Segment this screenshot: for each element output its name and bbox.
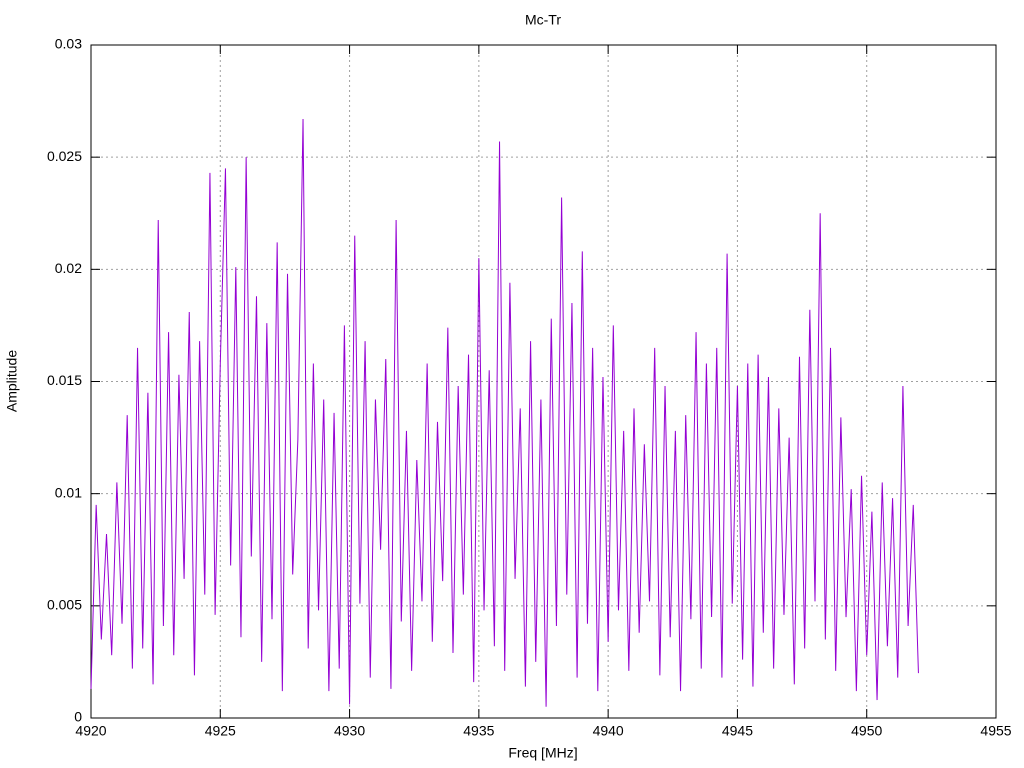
y-tick-label: 0.01 xyxy=(55,484,82,500)
x-tick-label: 4955 xyxy=(980,723,1011,739)
x-tick-label: 4950 xyxy=(851,723,882,739)
plot-border xyxy=(90,44,997,719)
y-tick-label: 0.025 xyxy=(47,148,82,164)
x-tick-label: 4920 xyxy=(75,723,106,739)
x-tick-label: 4945 xyxy=(722,723,753,739)
y-tick-label: 0.015 xyxy=(47,372,82,388)
y-axis-label: Amplitude xyxy=(4,350,20,412)
y-tick-label: 0.03 xyxy=(55,36,82,52)
y-tick-label: 0 xyxy=(74,709,82,725)
x-tick-label: 4930 xyxy=(334,723,365,739)
y-tick-label: 0.02 xyxy=(55,260,82,276)
x-tick-label: 4925 xyxy=(205,723,236,739)
y-tick-label: 0.005 xyxy=(47,597,82,613)
chart-title: Mc-Tr xyxy=(525,12,561,28)
x-tick-label: 4940 xyxy=(593,723,624,739)
x-axis-label: Freq [MHz] xyxy=(508,745,577,761)
x-tick-label: 4935 xyxy=(463,723,494,739)
data-line xyxy=(90,119,919,707)
